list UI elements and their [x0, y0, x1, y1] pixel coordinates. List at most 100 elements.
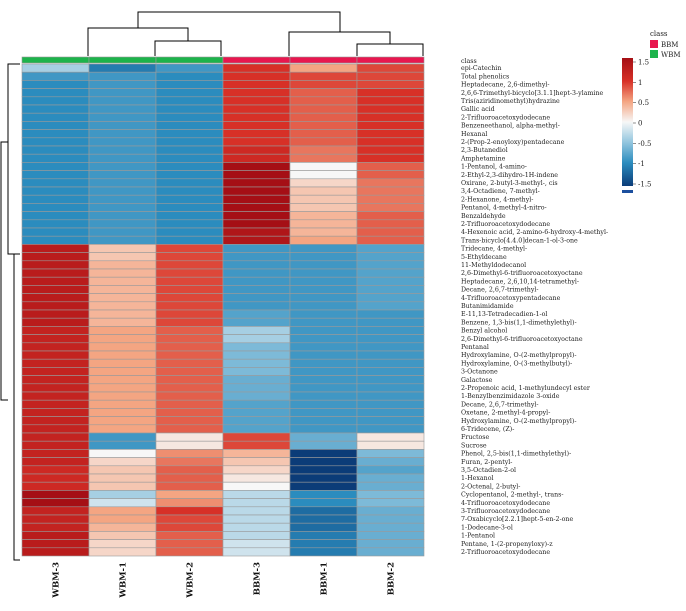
- heatmap-cell: [21, 375, 90, 385]
- legend-swatch-wbm: [650, 50, 658, 58]
- heatmap-cell: [222, 547, 291, 557]
- heatmap-cell: [289, 449, 358, 458]
- heatmap-cell: [356, 399, 425, 409]
- heatmap-cell: [88, 285, 157, 294]
- row-dendro-branch-bottom: [13, 253, 20, 561]
- heatmap-cell: [222, 358, 291, 368]
- row-label: Benzaldehyde: [461, 213, 506, 220]
- heatmap-cell: [222, 375, 291, 385]
- col-dendro-branch-wbm: [87, 27, 189, 56]
- heatmap-cell: [155, 506, 224, 516]
- row-label: Tris(aziridinomethyl)hydrazine: [461, 98, 560, 105]
- heatmap-cell: [289, 211, 358, 221]
- heatmap-cell: [222, 153, 291, 163]
- heatmap-cell: [155, 121, 224, 130]
- heatmap-cell: [88, 276, 157, 286]
- class-cell-bbm: [289, 56, 358, 64]
- heatmap-cell: [155, 522, 224, 532]
- row-label: Heptadecane, 2,6,10,14-tetramethyl-: [461, 278, 579, 285]
- heatmap-cell: [289, 96, 358, 106]
- heatmap-cell: [222, 137, 291, 147]
- row-label: Amphetamine: [460, 155, 506, 162]
- heatmap-cell: [356, 539, 425, 549]
- column-dendrogram: [87, 11, 424, 56]
- heatmap-cell: [356, 317, 425, 327]
- heatmap-cell: [356, 96, 425, 106]
- heatmap-cell: [155, 260, 224, 270]
- row-dendro-branch-top: [7, 63, 20, 255]
- row-label: 2,3-Butanediol: [461, 147, 508, 154]
- heatmap-cell: [88, 358, 157, 368]
- heatmap-cell: [289, 317, 358, 327]
- heatmap-cell: [356, 219, 425, 229]
- row-label: Pentanal: [461, 344, 489, 351]
- heatmap-cell: [88, 350, 157, 360]
- heatmap-cell: [88, 96, 157, 106]
- heatmap-cell: [21, 80, 90, 89]
- heatmap-cell: [222, 391, 291, 401]
- heatmap-cell: [356, 383, 425, 393]
- row-label: Heptadecane, 2,6-dimethyl-: [461, 82, 550, 89]
- heatmap-cell: [155, 112, 224, 122]
- heatmap-cell: [356, 506, 425, 516]
- heatmap-cell: [88, 137, 157, 147]
- heatmap-cell: [222, 490, 291, 499]
- column-label: BBM-2: [387, 562, 397, 595]
- heatmap-cell: [289, 465, 358, 475]
- row-label: Furan, 2-pentyl-: [461, 459, 512, 466]
- heatmap-cell: [21, 235, 90, 245]
- heatmap-cell: [356, 71, 425, 81]
- row-label: 2,6-Dimethyl-6-trifluoroacetoxyoctane: [461, 270, 583, 277]
- row-label: Oxirane, 2-butyl-3-methyl-, cis: [461, 180, 558, 187]
- heatmap-cell: [155, 170, 224, 180]
- row-label: 2,6-Dimethyl-6-trifluoroacetoxyoctane: [461, 336, 583, 343]
- row-label: Total phenolics: [461, 73, 509, 80]
- heatmap-cell: [88, 391, 157, 401]
- heatmap-cell: [88, 80, 157, 89]
- heatmap-cell: [356, 465, 425, 475]
- heatmap-cell: [356, 473, 425, 483]
- heatmap-cell: [21, 531, 90, 540]
- heatmap-cell: [88, 227, 157, 237]
- heatmap-cell: [356, 186, 425, 196]
- heatmap-cell: [88, 178, 157, 188]
- heatmap-cell: [155, 71, 224, 81]
- heatmap-cell: [356, 252, 425, 262]
- heatmap-cell: [356, 408, 425, 417]
- heatmap-cell: [289, 408, 358, 417]
- heatmap-cell: [155, 449, 224, 458]
- heatmap-cell: [289, 194, 358, 204]
- heatmap-cell: [21, 153, 90, 163]
- row-label: 6-Tridecene, (Z)-: [461, 426, 514, 433]
- heatmap-cell: [289, 268, 358, 278]
- colorbar-low-tab: [622, 190, 633, 193]
- heatmap-cell: [21, 358, 90, 368]
- heatmap-cell: [155, 399, 224, 409]
- column-label: BBM-1: [320, 562, 330, 595]
- heatmap-cell: [155, 309, 224, 319]
- row-label: Hexanal: [461, 131, 487, 138]
- colorbar-tick-label: 0.5: [638, 99, 649, 107]
- heatmap-cell: [289, 383, 358, 393]
- heatmap-cell: [222, 276, 291, 286]
- heatmap-cell: [88, 539, 157, 549]
- heatmap-cell: [21, 465, 90, 475]
- heatmap-cell: [88, 317, 157, 327]
- heatmap-cell: [21, 539, 90, 549]
- heatmap-cell: [289, 309, 358, 319]
- heatmap-cell: [222, 383, 291, 393]
- heatmap-cell: [88, 408, 157, 417]
- heatmap-cell: [289, 334, 358, 344]
- heatmap-cell: [222, 424, 291, 434]
- heatmap-cell: [356, 80, 425, 89]
- heatmap-cell: [289, 293, 358, 303]
- heatmap-cell: [155, 186, 224, 196]
- heatmap-cell: [289, 490, 358, 499]
- heatmap-cell: [222, 244, 291, 253]
- heatmap-cell: [88, 162, 157, 171]
- heatmap-cell: [222, 350, 291, 360]
- heatmap-cell: [356, 260, 425, 270]
- row-label: 2-Hexanone, 4-methyl-: [461, 196, 533, 203]
- heatmap-cell: [289, 63, 358, 73]
- row-label: 1-Hexanol: [461, 475, 494, 482]
